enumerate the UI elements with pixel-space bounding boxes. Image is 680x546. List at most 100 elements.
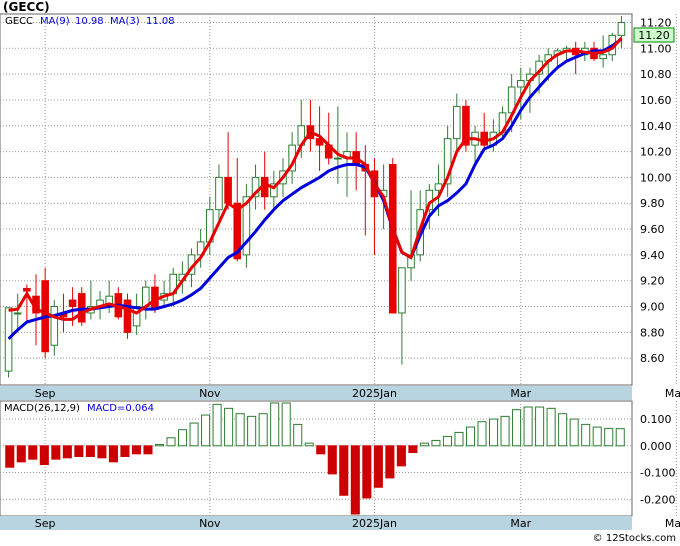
macd-x-tick: Mar — [510, 517, 531, 530]
macd-bar — [465, 426, 476, 447]
macd-bar — [5, 445, 15, 468]
price-y-tick: 8.80 — [640, 326, 665, 339]
macd-bar — [16, 445, 26, 463]
macd-bar — [615, 428, 625, 447]
price-y-tick: 9.40 — [640, 249, 665, 262]
macd-bar — [558, 413, 568, 447]
macd-bar — [569, 418, 579, 447]
macd-bar — [419, 442, 429, 447]
macd-bar — [189, 422, 199, 447]
macd-bar — [131, 445, 141, 455]
macd-bar — [74, 445, 84, 457]
candle-body — [443, 138, 452, 185]
macd-y-axis: 0.100 0.000 -0.100 -0.200 — [640, 413, 675, 506]
macd-x-axis: SepNov2025JanMarMayJul — [35, 517, 680, 530]
macd-bar — [385, 445, 395, 479]
price-y-tick: 9.60 — [640, 223, 665, 236]
macd-bar — [154, 443, 165, 447]
macd-bar — [362, 445, 372, 499]
price-x-tick: Nov — [199, 387, 221, 400]
macd-bar — [396, 445, 406, 467]
price-panel: 8.60 8.80 9.00 9.20 9.40 9.60 9.80 10.00 10.20 10… — [0, 13, 680, 400]
macd-bar — [258, 413, 268, 447]
macd-bar — [108, 445, 118, 463]
macd-bar — [212, 403, 222, 447]
legend-ma9-label: MA(9) — [40, 16, 70, 27]
candle-body — [251, 176, 260, 198]
candle-body — [233, 202, 242, 260]
macd-bars — [5, 402, 625, 515]
macd-bar — [143, 445, 153, 455]
candle-body — [517, 80, 525, 88]
macd-bar — [535, 406, 545, 447]
macd-x-axis-band — [0, 516, 632, 530]
price-y-tick: 9.80 — [640, 197, 665, 210]
price-x-tick: May — [665, 387, 680, 400]
macd-bar — [224, 407, 234, 447]
macd-bar — [350, 445, 360, 515]
macd-value-label: MACD=0.064 — [87, 403, 154, 414]
candle-body — [617, 21, 626, 36]
macd-bar — [62, 445, 72, 459]
macd-y-tick: 0.100 — [640, 413, 672, 426]
macd-x-tick: 2025Jan — [352, 517, 397, 530]
candle-body — [599, 54, 607, 60]
macd-bar — [281, 402, 291, 447]
candle-body — [13, 312, 22, 315]
macd-bar — [293, 423, 303, 447]
macd-bar — [442, 435, 452, 447]
candle-body — [462, 105, 470, 146]
macd-bar — [489, 418, 499, 447]
legend-ticker: GECC — [5, 16, 33, 27]
candle-body — [315, 138, 324, 146]
macd-bar — [178, 429, 188, 447]
ma9-line — [7, 37, 623, 340]
candle-body — [4, 307, 13, 372]
macd-bar — [604, 427, 614, 447]
macd-x-tick: May — [665, 517, 680, 530]
candle-body — [480, 131, 489, 146]
legend-ma9-value: 10.98 — [75, 16, 104, 27]
price-x-tick: 2025Jan — [352, 387, 397, 400]
price-y-tick: 10.20 — [640, 146, 672, 159]
macd-bar — [166, 437, 176, 447]
macd-bar — [270, 402, 280, 447]
legend-ma3-label: MA(3) — [110, 16, 140, 27]
macd-bar — [454, 431, 464, 447]
last-price-label: 11.20 — [638, 29, 670, 42]
macd-bar — [327, 445, 337, 475]
macd-y-tick: -0.200 — [640, 493, 675, 506]
price-y-tick: 10.40 — [640, 120, 672, 133]
macd-bar — [304, 442, 314, 447]
macd-bar — [373, 445, 383, 488]
candle-body — [215, 176, 223, 211]
macd-bar — [51, 445, 61, 460]
macd-bar — [247, 415, 257, 447]
macd-bar — [512, 409, 522, 447]
macd-label: MACD(26,12,9) — [4, 403, 80, 414]
ma3-line — [8, 37, 623, 321]
macd-bar — [581, 423, 591, 447]
macd-bar — [235, 413, 245, 447]
price-y-tick: 9.00 — [640, 301, 665, 314]
candle-body — [68, 299, 77, 308]
macd-x-tick: Sep — [35, 517, 56, 530]
candle-body — [242, 196, 251, 256]
macd-bar — [523, 406, 533, 447]
candle-body — [123, 299, 132, 333]
macd-bar — [592, 426, 602, 447]
price-y-tick: 11.20 — [640, 16, 672, 29]
price-y-axis: 8.60 8.80 9.00 9.20 9.40 9.60 9.80 10.00 10.20 10… — [640, 16, 672, 365]
chart-title: (GECC) — [3, 0, 50, 14]
macd-panel: 0.100 0.000 -0.100 -0.200 MACD(26,12,9) MAC… — [0, 400, 680, 530]
price-y-tick: 10.60 — [640, 94, 672, 107]
macd-bar — [477, 421, 487, 447]
candle-body — [452, 105, 461, 140]
macd-bar — [431, 439, 441, 447]
footer-credit: © 12Stocks.com — [593, 533, 676, 544]
macd-bar — [500, 415, 510, 447]
last-price-box — [633, 27, 675, 43]
price-y-tick: 9.20 — [640, 275, 665, 288]
macd-bar — [316, 445, 326, 455]
